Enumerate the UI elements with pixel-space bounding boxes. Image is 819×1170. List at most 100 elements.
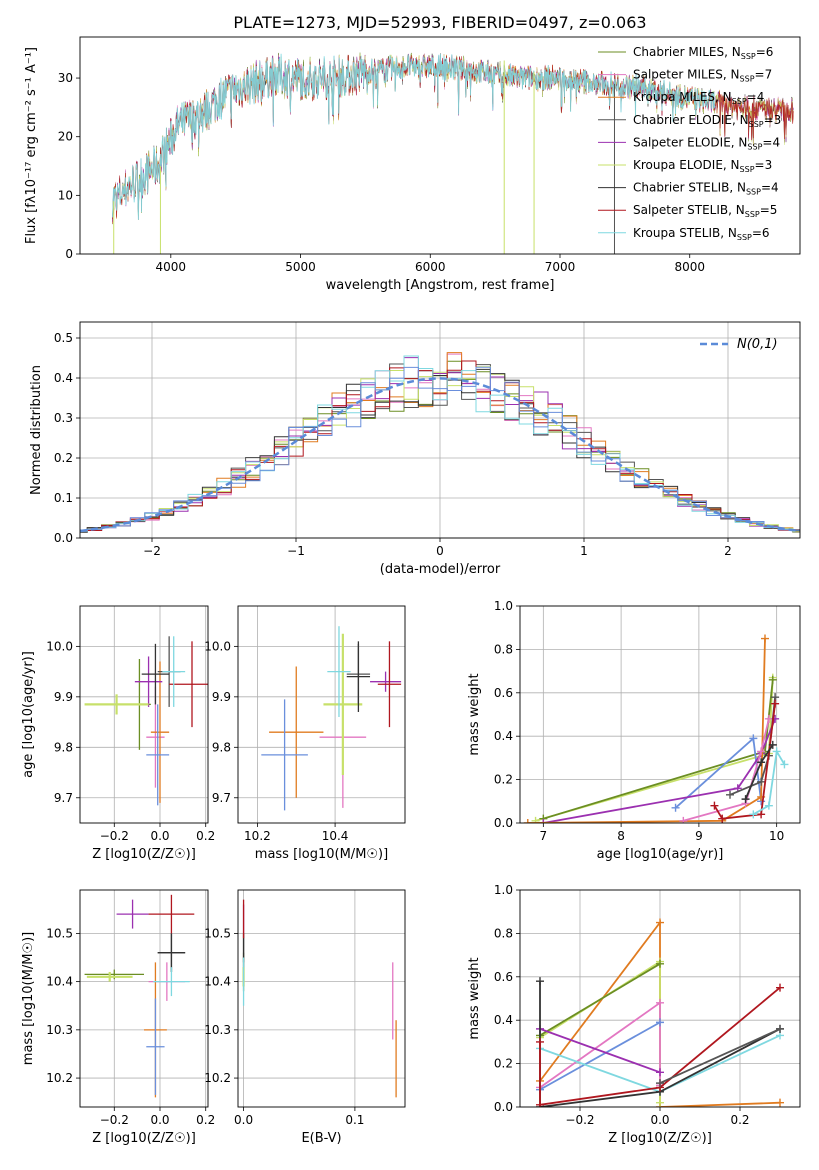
x-tick-label: 4000 xyxy=(156,260,187,274)
x-tick-label: −2 xyxy=(143,544,161,558)
spectrum-line xyxy=(111,53,716,220)
plot-area xyxy=(84,894,195,1098)
y-tick-label: 10.5 xyxy=(204,926,231,940)
weight-line xyxy=(539,1028,661,1074)
legend-label-sub: SSP xyxy=(732,97,747,106)
weight-marker xyxy=(757,777,766,786)
y-tick-label: 20 xyxy=(58,130,73,144)
x-axis-label: E(B-V) xyxy=(301,1131,341,1146)
x-tick-label: 0.1 xyxy=(345,1113,364,1127)
y-tick-label: 0.4 xyxy=(494,1013,513,1027)
x-axis-label: (data-model)/error xyxy=(380,562,501,577)
axes-frame xyxy=(79,889,209,1108)
legend-label: Salpeter ELODIE, NSSP=4 xyxy=(633,135,780,151)
plot-area xyxy=(242,899,397,1098)
legend-label: Kroupa ELODIE, NSSP=3 xyxy=(633,158,772,174)
axes-frame xyxy=(79,605,209,824)
panel-weight_vs_Z: −0.2 0.0 0.2 0.0 0.2 0.4 0.6 0.8 1.0 Z [log10(Z/Z… xyxy=(467,883,801,1146)
legend-label-base: Salpeter ELODIE, N xyxy=(633,135,747,149)
y-tick-label: 9.7 xyxy=(212,791,231,805)
x-tick-label: 10.4 xyxy=(322,829,349,843)
weight-marker xyxy=(710,801,719,810)
weight-marker xyxy=(761,634,769,643)
y-tick-label: 10.0 xyxy=(204,639,231,653)
weight-marker xyxy=(749,810,758,819)
x-tick-label: 9 xyxy=(695,829,703,843)
histogram-step xyxy=(80,357,800,532)
y-tick-label: 0.2 xyxy=(494,1057,513,1071)
legend-label-value: =3 xyxy=(755,158,773,172)
x-axis-label: wavelength [Angstrom, rest frame] xyxy=(326,278,555,293)
weight-marker xyxy=(531,816,540,823)
y-tick-label: 10.2 xyxy=(204,1071,231,1085)
x-tick-label: −0.2 xyxy=(100,829,129,843)
x-tick-label: 10 xyxy=(769,829,784,843)
y-tick-label: 9.9 xyxy=(54,690,73,704)
y-axis-label: age [log10(age/yr)] xyxy=(21,651,36,778)
y-tick-label: 9.7 xyxy=(54,791,73,805)
weight-line xyxy=(659,1028,781,1084)
legend-label-sub: SSP xyxy=(737,233,752,242)
x-tick-label: 0.0 xyxy=(150,1113,169,1127)
weight-line xyxy=(539,1021,661,1091)
y-tick-label: 0.8 xyxy=(494,926,513,940)
legend-label-value: =4 xyxy=(747,90,765,104)
legend-label-value: =6 xyxy=(752,226,770,240)
weight-marker xyxy=(771,699,780,708)
y-axis-label: mass weight xyxy=(467,957,482,1039)
y-tick-label: 0.5 xyxy=(54,331,73,345)
x-tick-label: 7000 xyxy=(545,260,576,274)
normal-curve xyxy=(80,377,800,533)
weight-marker xyxy=(656,918,664,927)
legend-label-base: Chabrier MILES, N xyxy=(633,45,741,59)
y-tick-label: 10.5 xyxy=(46,926,73,940)
y-tick-label: 10 xyxy=(58,188,73,202)
y-tick-label: 10.4 xyxy=(46,975,73,989)
weight-marker xyxy=(780,760,789,769)
x-tick-label: 8 xyxy=(617,829,625,843)
legend-label-value: =4 xyxy=(762,135,780,149)
y-tick-label: 0 xyxy=(65,247,73,261)
x-axis-label: age [log10(age/yr)] xyxy=(597,847,724,862)
legend-label-value: =7 xyxy=(755,68,773,82)
panel-age_vs_mass: 10.2 10.4 9.7 9.8 9.9 10.0 mass [log10(M/M☉)] xyxy=(204,605,406,862)
legend-label-sub: SSP xyxy=(741,52,756,61)
x-tick-label: 7 xyxy=(540,829,548,843)
y-tick-label: 0.3 xyxy=(54,411,73,425)
weight-line xyxy=(713,703,776,820)
weight-marker xyxy=(768,675,777,684)
weight-line xyxy=(527,638,766,823)
y-tick-label: 10.0 xyxy=(46,639,73,653)
weight-line xyxy=(752,748,786,816)
weight-line xyxy=(539,1001,661,1089)
plot-area xyxy=(80,352,800,533)
y-axis-label: Normed distribution xyxy=(29,365,44,495)
y-tick-label: 0.2 xyxy=(494,773,513,787)
weight-marker xyxy=(757,747,766,756)
legend-label: Chabrier MILES, NSSP=6 xyxy=(633,45,773,61)
weight-marker xyxy=(656,1098,664,1107)
legend-label-base: Salpeter MILES, N xyxy=(633,68,740,82)
x-axis-label: Z [log10(Z/Z☉)] xyxy=(92,847,196,862)
x-tick-label: 0.0 xyxy=(150,829,169,843)
x-tick-label: −1 xyxy=(287,544,305,558)
weight-marker xyxy=(764,801,773,810)
panel-age_vs_Z: −0.2 0.0 0.2 9.7 9.8 9.9 10.0 Z [log10(Z/Z☉)] ag… xyxy=(21,605,215,862)
x-tick-label: 8000 xyxy=(674,260,705,274)
y-tick-label: 0.0 xyxy=(494,816,513,830)
y-tick-label: 0.8 xyxy=(494,642,513,656)
legend-label-sub: SSP xyxy=(746,188,761,197)
y-tick-label: 30 xyxy=(58,71,73,85)
plot-area xyxy=(261,626,402,811)
legend-label-value: =4 xyxy=(761,181,779,195)
legend-label-sub: SSP xyxy=(745,210,760,219)
weight-marker xyxy=(536,1037,544,1046)
legend-label: Kroupa STELIB, NSSP=6 xyxy=(633,226,770,242)
y-tick-label: 0.6 xyxy=(494,686,513,700)
y-tick-label: 0.4 xyxy=(54,371,73,385)
legend-label-sub: SSP xyxy=(740,75,755,84)
x-tick-label: 0 xyxy=(436,544,444,558)
legend-label-base: Salpeter STELIB, N xyxy=(633,203,745,217)
y-tick-label: 1.0 xyxy=(494,599,513,613)
